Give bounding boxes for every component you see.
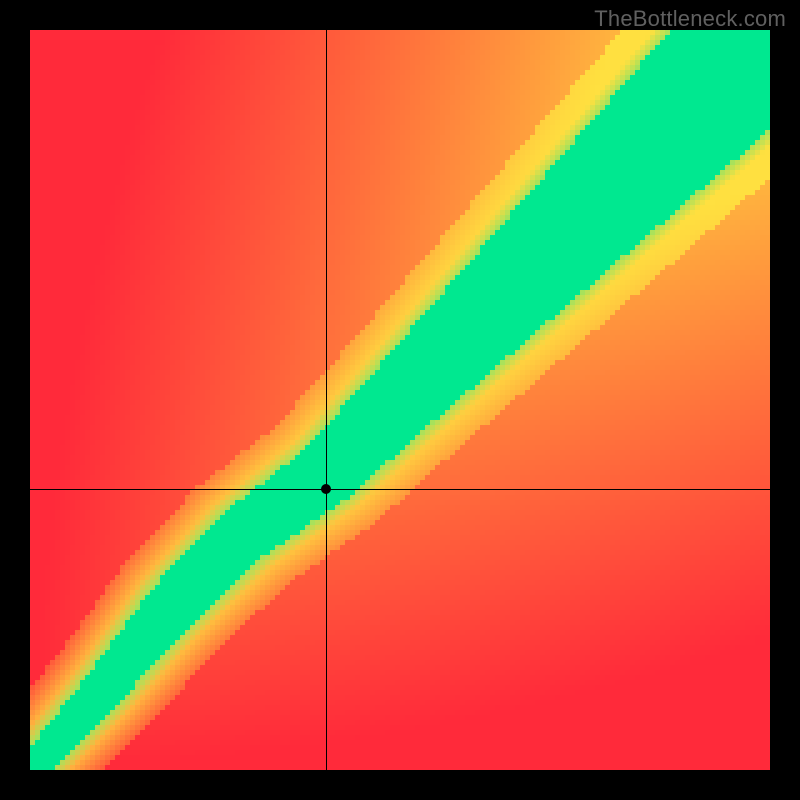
crosshair-horizontal — [30, 489, 770, 490]
crosshair-marker — [321, 484, 331, 494]
plot-area — [30, 30, 770, 770]
watermark-text: TheBottleneck.com — [594, 6, 786, 32]
heatmap-canvas — [30, 30, 770, 770]
crosshair-vertical — [326, 30, 327, 770]
chart-container: TheBottleneck.com — [0, 0, 800, 800]
